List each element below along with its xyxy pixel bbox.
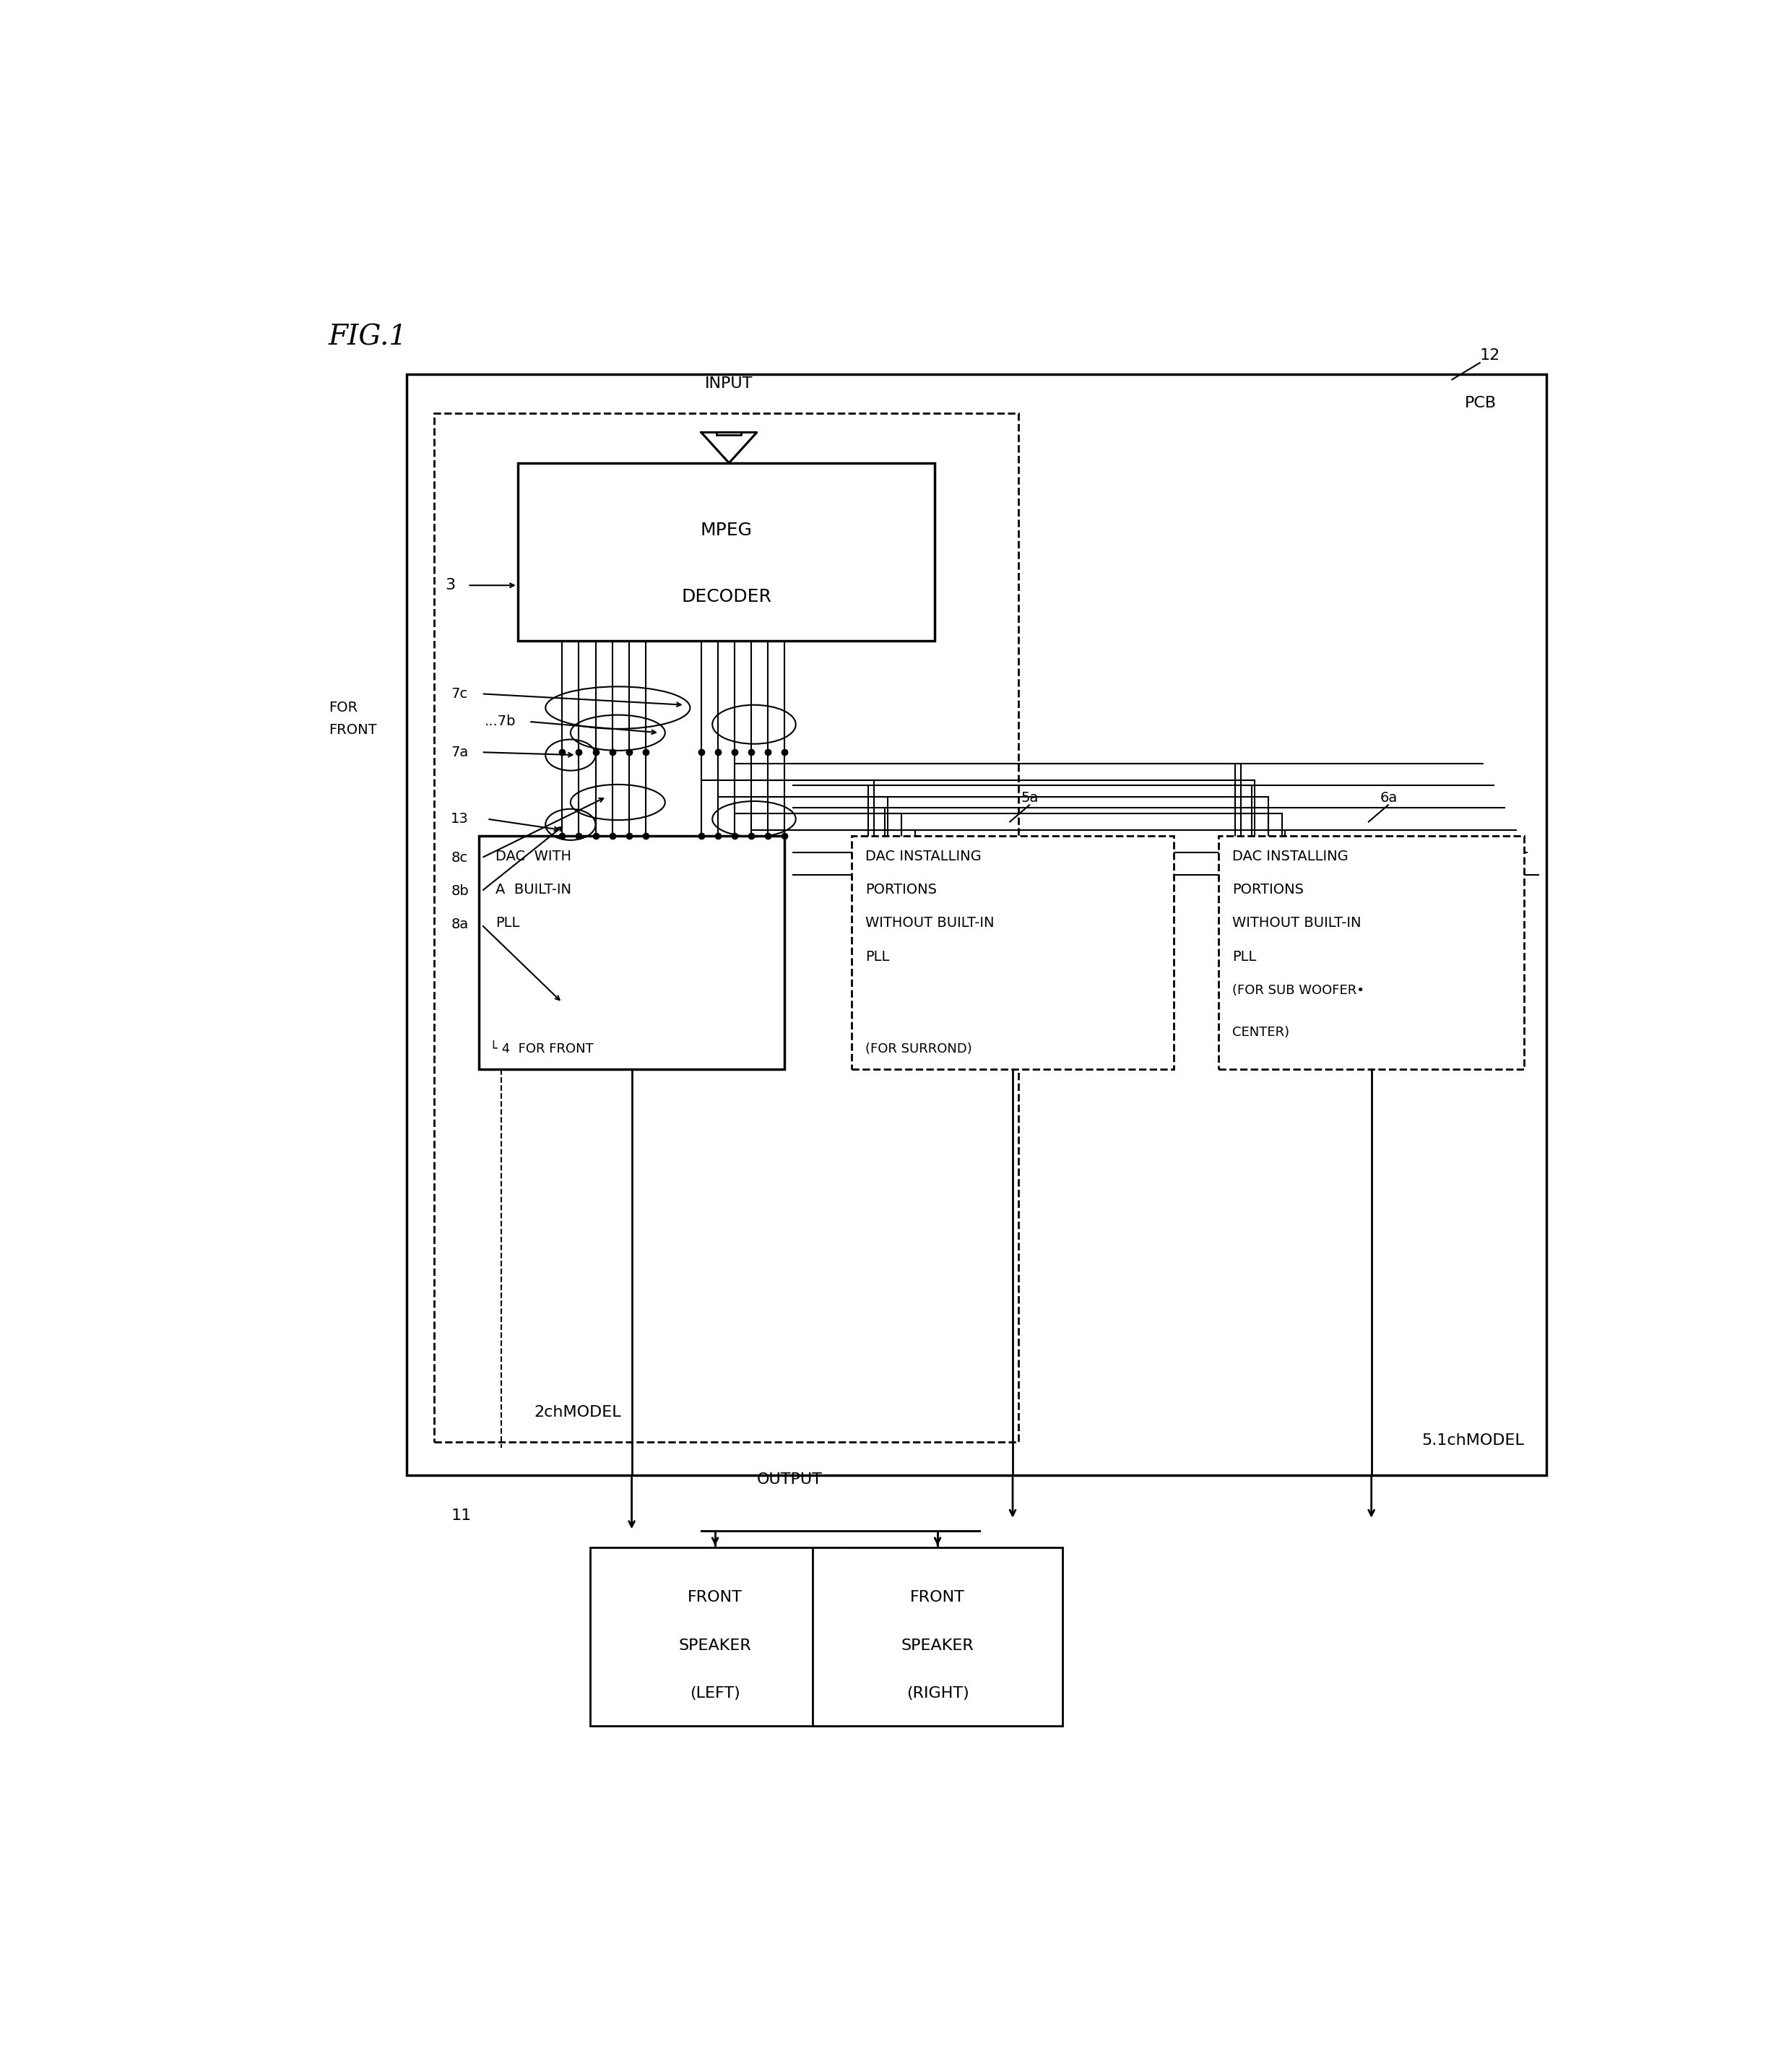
Text: FRONT: FRONT — [910, 1591, 964, 1606]
Text: 5a: 5a — [1021, 791, 1039, 805]
Text: PCB: PCB — [1464, 396, 1496, 411]
Text: 3: 3 — [446, 578, 455, 592]
Text: (FOR SUB WOOFER•: (FOR SUB WOOFER• — [1233, 985, 1364, 997]
Text: (LEFT): (LEFT) — [690, 1686, 740, 1701]
Text: ...7b: ...7b — [484, 714, 516, 729]
Text: FOR: FOR — [328, 702, 358, 714]
Bar — [434, 413, 1018, 1443]
Bar — [851, 836, 1174, 1069]
Text: (FOR SURROND): (FOR SURROND) — [866, 1042, 971, 1055]
Text: 8b: 8b — [452, 885, 470, 898]
Bar — [812, 1548, 1063, 1726]
Text: └ 4  FOR FRONT: └ 4 FOR FRONT — [489, 1042, 593, 1055]
Text: 7a: 7a — [452, 745, 468, 760]
Text: SPEAKER: SPEAKER — [901, 1639, 975, 1653]
Text: MPEG: MPEG — [701, 522, 753, 539]
Text: PORTIONS: PORTIONS — [866, 883, 937, 896]
Polygon shape — [717, 431, 742, 436]
Text: FIG.1: FIG.1 — [328, 324, 407, 351]
Polygon shape — [701, 431, 756, 462]
Bar — [407, 374, 1546, 1476]
Text: 8c: 8c — [452, 850, 468, 865]
Text: WITHOUT BUILT-IN: WITHOUT BUILT-IN — [866, 916, 995, 931]
Text: WITHOUT BUILT-IN: WITHOUT BUILT-IN — [1233, 916, 1362, 931]
Text: DAC INSTALLING: DAC INSTALLING — [1233, 850, 1348, 863]
Bar — [590, 1548, 840, 1726]
Bar — [478, 836, 785, 1069]
Text: 7c: 7c — [452, 687, 468, 700]
Text: 13: 13 — [452, 811, 470, 826]
Text: 8a: 8a — [452, 918, 468, 931]
Bar — [518, 462, 935, 642]
Text: 5.1chMODEL: 5.1chMODEL — [1421, 1432, 1525, 1447]
Text: DECODER: DECODER — [681, 588, 771, 605]
Text: INPUT: INPUT — [704, 376, 753, 390]
Text: 12: 12 — [1480, 349, 1500, 363]
Text: FRONT: FRONT — [688, 1591, 742, 1606]
Text: PLL: PLL — [495, 916, 520, 931]
Text: PLL: PLL — [1233, 949, 1256, 964]
Bar — [1219, 836, 1525, 1069]
Text: DAC INSTALLING: DAC INSTALLING — [866, 850, 982, 863]
Text: FRONT: FRONT — [328, 722, 376, 737]
Text: CENTER): CENTER) — [1233, 1026, 1290, 1038]
Text: PLL: PLL — [866, 949, 889, 964]
Text: A  BUILT-IN: A BUILT-IN — [495, 883, 572, 896]
Text: 6a: 6a — [1380, 791, 1398, 805]
Text: (RIGHT): (RIGHT) — [907, 1686, 969, 1701]
Text: 2chMODEL: 2chMODEL — [534, 1406, 622, 1420]
Text: OUTPUT: OUTPUT — [756, 1472, 823, 1486]
Text: 11: 11 — [452, 1509, 471, 1523]
Text: SPEAKER: SPEAKER — [679, 1639, 751, 1653]
Text: DAC  WITH: DAC WITH — [495, 850, 572, 863]
Text: PORTIONS: PORTIONS — [1233, 883, 1305, 896]
